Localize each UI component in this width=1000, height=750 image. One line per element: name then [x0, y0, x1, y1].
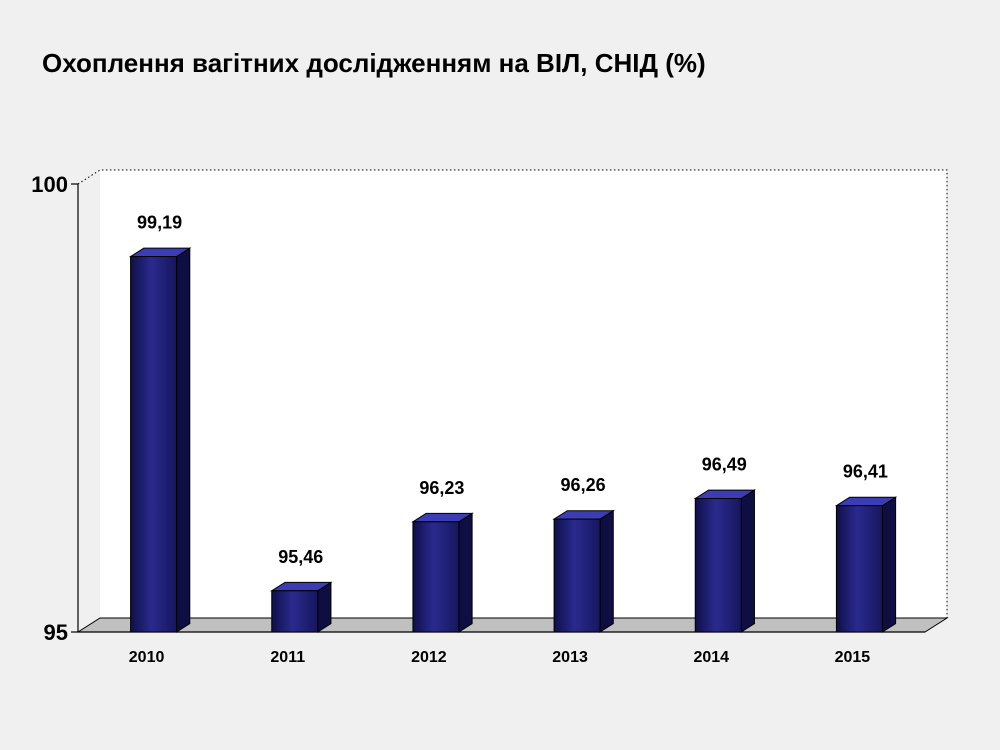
- bar-side: [176, 247, 191, 633]
- bar-front: [412, 521, 460, 633]
- data-label: 96,23: [419, 478, 464, 498]
- x-tick-label: 2011: [270, 649, 305, 666]
- data-label: 96,26: [561, 475, 606, 495]
- labels: 99,19 2010 95,46 2011 96,23 2012 96,26 2013 96,4…: [129, 213, 888, 666]
- x-tick-label: 2010: [129, 649, 165, 666]
- bar-front: [553, 518, 601, 633]
- bar-side: [740, 489, 755, 633]
- data-label: 96,41: [843, 462, 888, 482]
- bar-side: [599, 509, 614, 633]
- bar: [411, 512, 474, 633]
- plot-area: [76, 169, 949, 633]
- y-tick-label: 95: [44, 620, 68, 645]
- data-label: 95,46: [278, 547, 323, 567]
- bar: [834, 496, 898, 633]
- bar: [128, 247, 192, 633]
- bar-front: [694, 497, 742, 633]
- bars: [128, 247, 898, 633]
- bar: [270, 581, 333, 633]
- axes: 95 100: [31, 172, 925, 645]
- bar-front: [271, 590, 319, 633]
- bar-front: [130, 256, 178, 633]
- bar: [552, 509, 616, 633]
- bar-front: [835, 505, 883, 633]
- floor: [76, 617, 949, 633]
- data-label: 96,49: [702, 454, 747, 474]
- bar-side: [881, 496, 897, 633]
- chart-title: Охоплення вагітних дослідженням на ВІЛ, …: [42, 48, 706, 78]
- x-tick-label: 2014: [693, 649, 729, 666]
- data-label: 99,19: [137, 213, 182, 233]
- bar: [693, 489, 757, 633]
- bar-side: [458, 512, 473, 633]
- back-wall-border: [77, 169, 948, 618]
- x-tick-label: 2015: [835, 649, 871, 666]
- y-tick-label: 100: [31, 172, 68, 197]
- back-wall: [100, 170, 947, 618]
- x-tick-label: 2013: [552, 649, 588, 666]
- x-tick-label: 2012: [411, 649, 447, 666]
